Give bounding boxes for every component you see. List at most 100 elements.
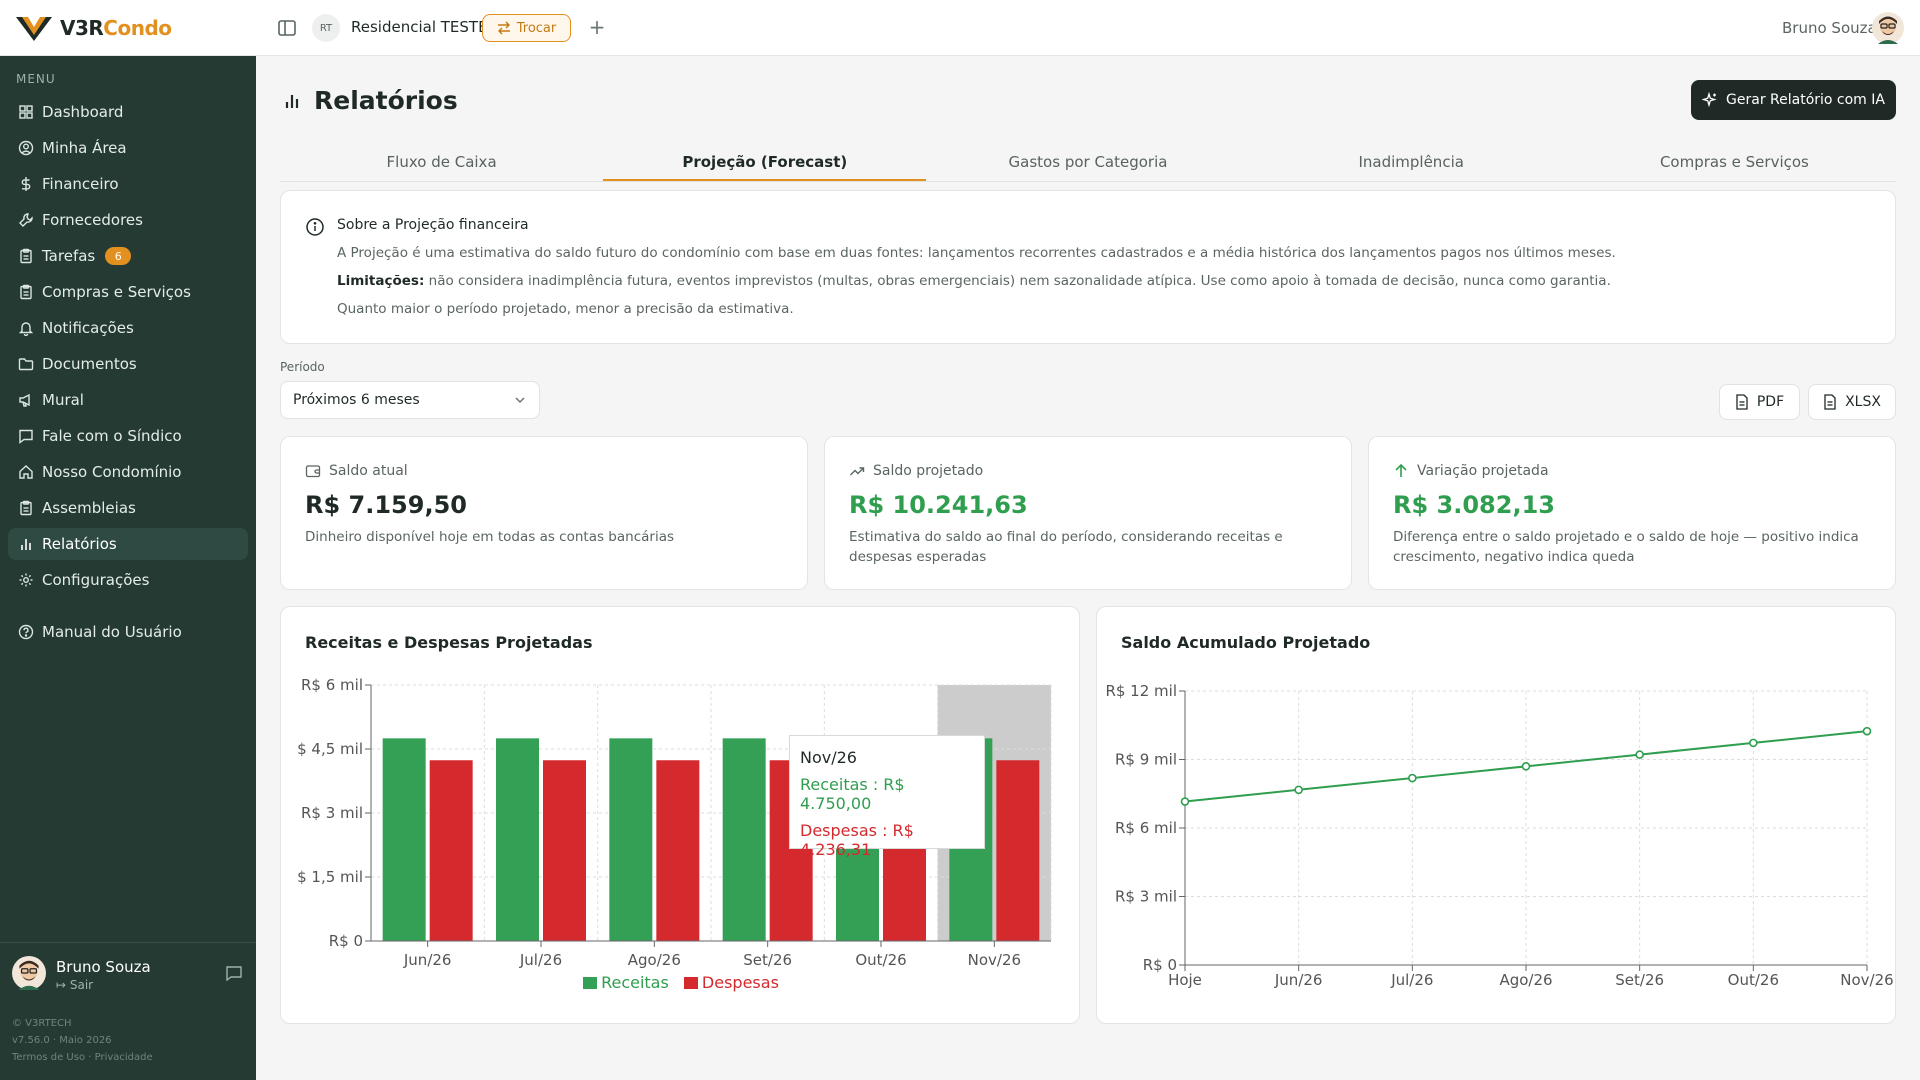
- sidebar-item-relatorios[interactable]: Relatórios: [8, 528, 248, 560]
- data-point: [1180, 797, 1190, 806]
- tab-fluxo-caixa[interactable]: Fluxo de Caixa: [386, 153, 497, 171]
- sidebar-user-name: Bruno Souza: [56, 958, 151, 976]
- home-icon: [19, 465, 33, 479]
- sidebar-item-dashboard[interactable]: Dashboard: [8, 96, 248, 128]
- bar-chart-icon: [21, 539, 31, 550]
- bar-receitas: [722, 738, 766, 941]
- x-tick-label: Jul/26: [519, 951, 562, 969]
- x-tick-label: Jun/26: [1274, 971, 1323, 989]
- info-line-2: Limitações: não considera inadimplência …: [337, 273, 1611, 289]
- menu-heading: MENU: [16, 72, 56, 86]
- condo-avatar: RT: [312, 14, 340, 42]
- user-name[interactable]: Bruno Souza: [1782, 19, 1877, 37]
- tab-inadimplencia[interactable]: Inadimplência: [1358, 153, 1464, 171]
- sidebar-item-documentos[interactable]: Documentos: [8, 348, 248, 380]
- sidebar-item-tarefas[interactable]: Tarefas 6: [8, 240, 248, 272]
- legend-item-receitas[interactable]: Receitas: [583, 973, 669, 992]
- tarefas-badge: 6: [105, 247, 132, 265]
- tooltip-despesas: Despesas : R$ 4.236,31: [800, 821, 914, 859]
- x-tick-label: Ago/26: [628, 951, 681, 969]
- info-title: Sobre a Projeção financeira: [337, 217, 529, 233]
- wallet-icon: [305, 465, 321, 478]
- x-tick-label: Out/26: [1728, 971, 1779, 989]
- stat-label: Saldo atual: [305, 463, 408, 479]
- sidebar-item-mural[interactable]: Mural: [8, 384, 248, 416]
- trending-up-icon: [850, 467, 865, 476]
- sidebar-item-configuracoes[interactable]: Configurações: [8, 564, 248, 596]
- line-chart: R$ 0 R$ 3 mil R$ 6 mil R$ 9 mil R$ 12 mil Hoj…: [1105, 682, 1893, 989]
- sidebar-user-avatar[interactable]: [12, 956, 46, 990]
- tab-compras-servicos[interactable]: Compras e Serviços: [1659, 153, 1809, 171]
- footer-version: v7.56.0 · Maio 2026: [12, 1035, 112, 1046]
- bar-chart-card: Receitas e Despesas Projetadas R$ 0 $ 1,5…: [280, 606, 1080, 1024]
- sidebar-item-notificacoes[interactable]: Notificações: [8, 312, 248, 344]
- sidebar-toggle-icon[interactable]: [276, 17, 298, 39]
- info-card: Sobre a Projeção financeira A Projeção é…: [280, 190, 1896, 344]
- switch-condo-label: Trocar: [516, 20, 557, 36]
- y-tick-label: R$ 12 mil: [1105, 682, 1177, 700]
- data-point: [1294, 785, 1303, 795]
- bar-despesas: [996, 760, 1040, 941]
- user-avatar[interactable]: [1872, 12, 1904, 44]
- chevron-down-icon: [515, 397, 525, 404]
- footer-company: © V3RTECH: [12, 1018, 72, 1029]
- sidebar-item-financeiro[interactable]: Financeiro: [8, 168, 248, 200]
- clipboard-icon: [20, 284, 32, 300]
- stat-value: R$ 7.159,50: [305, 491, 467, 519]
- stat-description: Dinheiro disponível hoje em todas as con…: [305, 529, 675, 545]
- wrench-icon: [19, 213, 33, 227]
- line-chart-title: Saldo Acumulado Projetado: [1121, 633, 1371, 652]
- stat-card-saldo-projetado: Saldo projetado R$ 10.241,63 Estimativa …: [824, 436, 1352, 590]
- y-tick-label: R$ 9 mil: [1115, 751, 1177, 769]
- generate-ai-report-button[interactable]: Gerar Relatório com IA: [1691, 80, 1896, 120]
- export-pdf-button[interactable]: PDF: [1719, 384, 1800, 420]
- export-xlsx-button[interactable]: XLSX: [1808, 384, 1896, 420]
- y-tick-label: $ 1,5 mil: [297, 868, 363, 886]
- legend-item-despesas[interactable]: Despesas: [683, 973, 779, 992]
- sidebar-item-minha-area[interactable]: Minha Área: [8, 132, 248, 164]
- help-circle-icon: [18, 624, 34, 640]
- info-line-3: Quanto maior o período projetado, menor …: [337, 301, 794, 317]
- arrow-up-icon: [1395, 463, 1407, 477]
- x-tick-label: Out/26: [855, 951, 906, 969]
- chart-tooltip: Nov/26 Receitas : R$ 4.750,00 Despesas :…: [789, 735, 985, 859]
- tab-projecao[interactable]: Projeção (Forecast): [603, 150, 927, 181]
- logout-link[interactable]: ↦ Sair: [56, 978, 94, 992]
- file-icon: [1824, 394, 1836, 410]
- sidebar-item-fale-sindico[interactable]: Fale com o Síndico: [8, 420, 248, 452]
- bar-despesas: [429, 760, 473, 941]
- grid-icon: [19, 105, 33, 119]
- dollar-icon: [21, 177, 31, 191]
- period-select-value: Próximos 6 meses: [293, 392, 420, 408]
- bar-receitas: [382, 738, 426, 941]
- x-tick-label: Jul/26: [1390, 971, 1433, 989]
- x-tick-label: Set/26: [1615, 971, 1664, 989]
- tab-gastos-categoria[interactable]: Gastos por Categoria: [1008, 153, 1168, 171]
- stat-card-variacao-projetada: Variação projetada R$ 3.082,13 Diferença…: [1368, 436, 1896, 590]
- stat-label: Saldo projetado: [849, 463, 983, 479]
- sidebar-item-compras-servicos[interactable]: Compras e Serviços: [8, 276, 248, 308]
- x-tick-label: Jun/26: [403, 951, 452, 969]
- top-bar: V3RCondo RT Residencial TESTE Trocar + B…: [0, 0, 1920, 56]
- switch-condo-button[interactable]: Trocar: [482, 14, 571, 42]
- stat-value: R$ 3.082,13: [1393, 491, 1555, 519]
- swap-icon: [497, 21, 510, 35]
- y-tick-label: R$ 6 mil: [301, 676, 363, 694]
- page-title: Relatórios: [282, 86, 458, 115]
- info-line-1: A Projeção é uma estimativa do saldo fut…: [337, 245, 1616, 261]
- chat-icon[interactable]: [224, 964, 244, 984]
- period-select[interactable]: Próximos 6 meses: [280, 381, 540, 419]
- sidebar-item-nosso-condominio[interactable]: Nosso Condomínio: [8, 456, 248, 488]
- sparkles-icon: [1702, 92, 1717, 108]
- stat-value: R$ 10.241,63: [849, 491, 1028, 519]
- brand-logo[interactable]: V3RCondo: [14, 10, 172, 46]
- data-point: [1635, 750, 1644, 759]
- sidebar-item-fornecedores[interactable]: Fornecedores: [8, 204, 248, 236]
- sidebar-item-manual[interactable]: Manual do Usuário: [8, 616, 248, 648]
- add-condo-icon[interactable]: +: [588, 15, 606, 39]
- sidebar-item-assembleias[interactable]: Assembleias: [8, 492, 248, 524]
- data-point: [1749, 738, 1758, 748]
- file-icon: [1736, 394, 1748, 410]
- footer-links[interactable]: Termos de Uso · Privacidade: [12, 1052, 153, 1063]
- bar-chart-title: Receitas e Despesas Projetadas: [305, 633, 593, 652]
